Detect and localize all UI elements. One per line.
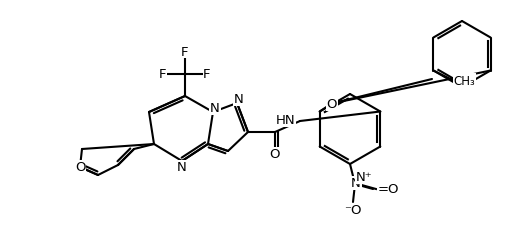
Text: HN: HN [276,114,295,127]
Text: N⁺: N⁺ [356,171,372,184]
Text: O: O [327,97,337,110]
Text: CH₃: CH₃ [453,75,475,88]
Text: F: F [159,68,167,81]
Text: O: O [75,161,85,174]
Text: N: N [351,177,361,190]
Text: =O: =O [378,183,399,196]
Text: O: O [270,148,280,161]
Text: F: F [203,68,211,81]
Text: ⁻O: ⁻O [344,204,362,217]
Text: N: N [210,102,220,115]
Text: N: N [234,93,244,106]
Text: F: F [181,45,189,58]
Text: N: N [177,161,187,174]
